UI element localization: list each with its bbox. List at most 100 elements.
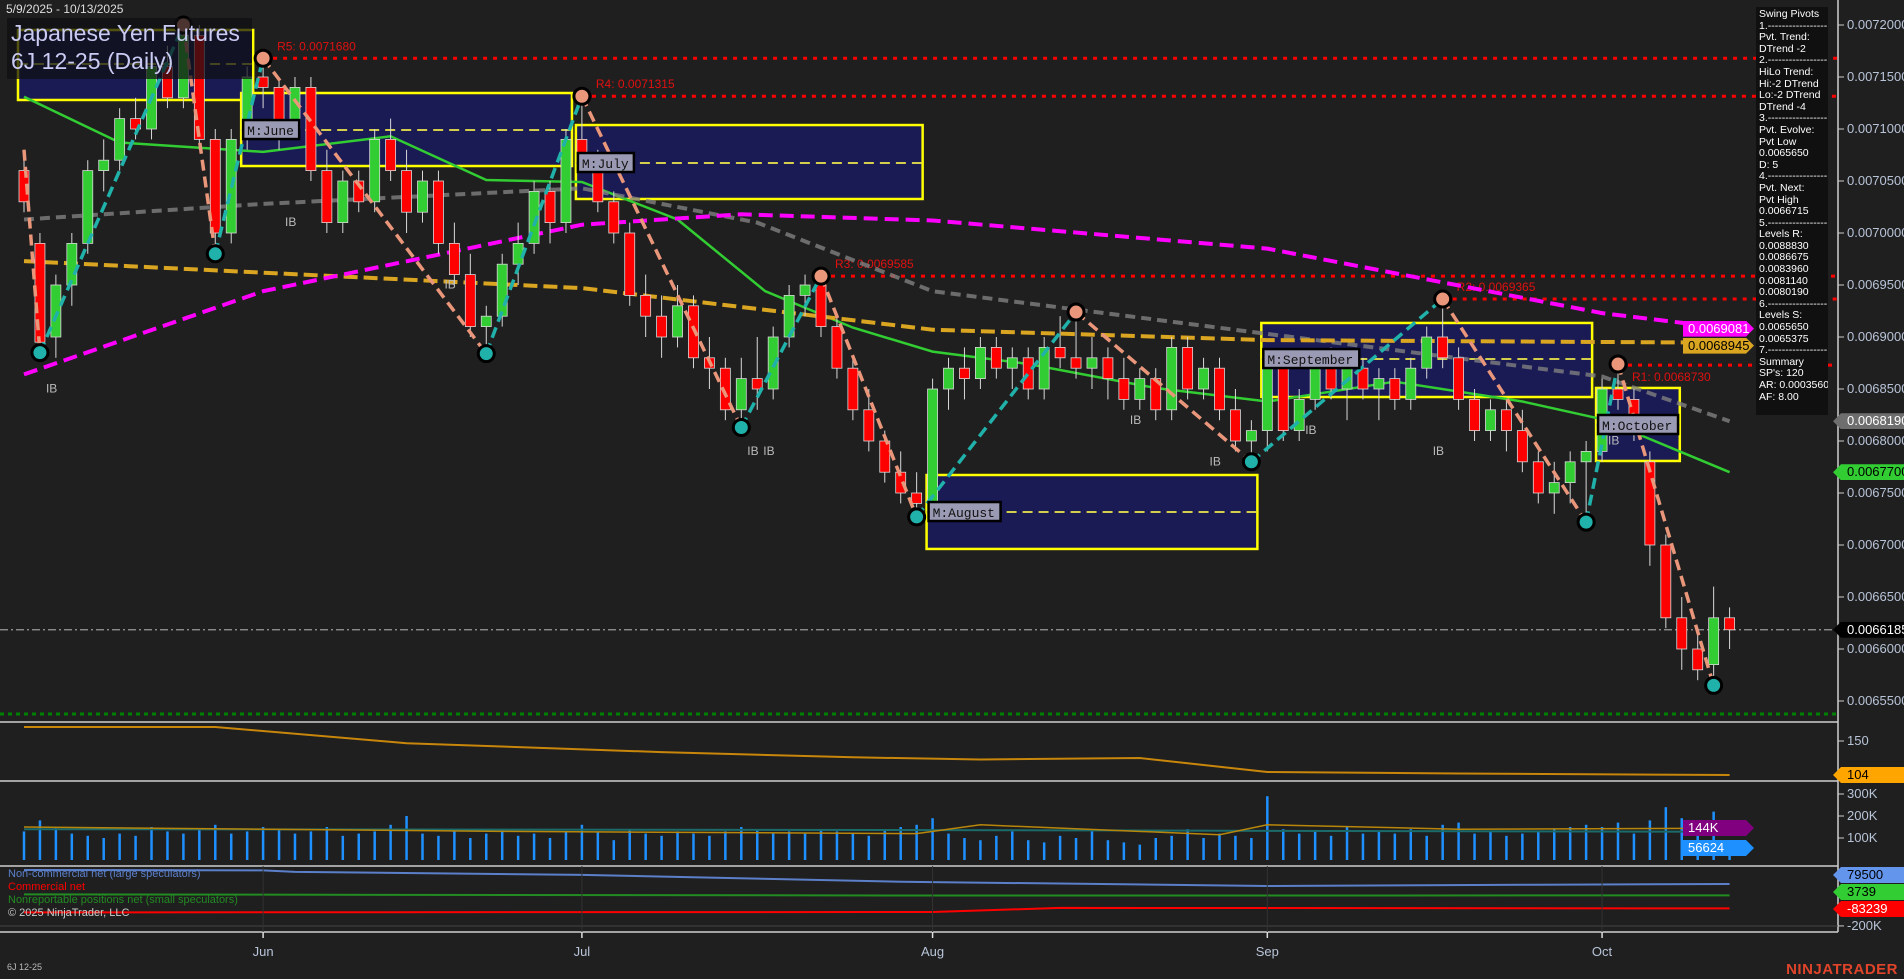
candle-body: [1277, 367, 1289, 432]
candle-body: [1612, 388, 1624, 400]
candle: [1118, 357, 1130, 410]
candle-body: [831, 326, 843, 369]
info-line: DTrend -4: [1759, 100, 1806, 113]
candle-body: [130, 118, 141, 130]
candle-body: [1708, 617, 1720, 665]
swing-up-leg: [38, 24, 186, 354]
candle: [401, 149, 412, 233]
axis-value-tag: 0.0066185: [1833, 621, 1904, 638]
candle-body: [1485, 409, 1496, 431]
y-axis-label: 150: [1847, 733, 1869, 748]
swing-down-leg: [819, 275, 919, 518]
candle-body: [799, 284, 811, 296]
info-line: 0.0088830: [1759, 239, 1809, 252]
y-axis-label: 0.0069500: [1847, 277, 1904, 292]
candle-body: [369, 138, 381, 203]
month-label-bg: [1596, 413, 1680, 436]
candle: [1134, 368, 1146, 410]
candle-body: [1086, 357, 1098, 369]
y-axis-label: 100K: [1847, 830, 1878, 845]
month-label-text: M:June: [247, 124, 294, 139]
candle: [990, 337, 1002, 379]
ib-marker: IB: [763, 444, 774, 458]
candle-body: [863, 409, 875, 442]
y-axis-label: 300K: [1847, 786, 1878, 801]
candle-body: [321, 170, 333, 224]
candle: [751, 337, 763, 410]
candle: [448, 222, 460, 285]
candle: [1277, 357, 1289, 441]
info-line: 0.0083960: [1759, 263, 1809, 276]
info-line: 3.-----------------: [1759, 112, 1828, 125]
candle: [975, 337, 986, 389]
swing-down-leg: [1441, 298, 1588, 524]
chart-title: Japanese Yen Futures: [11, 20, 240, 46]
candle: [464, 253, 476, 337]
swing-high-marker: [1066, 302, 1086, 322]
resistance-label: R3: 0.0069585: [835, 257, 914, 271]
candle-body: [640, 294, 652, 317]
candle: [209, 129, 221, 254]
candle-body: [1469, 398, 1480, 431]
candle-body: [1548, 482, 1560, 494]
swing-low-marker: [731, 417, 751, 437]
swing-high-marker: [1608, 354, 1628, 374]
candle-body: [1532, 461, 1544, 494]
info-line: AR: 0.0003560: [1759, 379, 1828, 391]
swing-high-marker: [572, 86, 592, 106]
swing-low-marker: [30, 343, 50, 363]
month-box-label: M:June: [241, 118, 301, 141]
candle-body: [337, 180, 349, 223]
candle: [1421, 326, 1433, 379]
candle-body: [847, 367, 859, 411]
cot-line: [23, 869, 1730, 888]
candle-body: [1501, 409, 1512, 431]
swing-low-marker: [205, 244, 225, 264]
candle: [767, 326, 779, 400]
candle-body: [1564, 461, 1576, 483]
candle: [943, 357, 954, 410]
x-axis-label: Aug: [921, 944, 945, 959]
candle-body: [1166, 346, 1178, 411]
candle: [1485, 399, 1496, 441]
info-line: SP's: 120: [1759, 367, 1804, 380]
candle: [1086, 337, 1098, 389]
info-line: 5.-----------------: [1759, 216, 1828, 229]
candle: [1198, 357, 1209, 400]
candle: [321, 149, 333, 233]
candle-body: [1516, 430, 1528, 463]
candle: [656, 295, 667, 358]
swing-high-marker: [253, 48, 273, 68]
candle-body: [1325, 367, 1337, 390]
info-line: 0.0065375: [1759, 332, 1809, 345]
candle: [895, 451, 907, 504]
info-line: Swing Pivots: [1759, 8, 1820, 20]
candle-body: [943, 367, 954, 390]
legend-nonreportable: Nonreportable positions net (small specu…: [8, 894, 238, 906]
ib-marker: IB: [1210, 454, 1221, 468]
axis-value-tag: 0.0068945: [1683, 338, 1754, 354]
candle-body: [927, 388, 938, 504]
candle-body: [1054, 346, 1066, 359]
ib-marker: IB: [747, 444, 758, 458]
resistance-label: R4: 0.0071315: [596, 77, 675, 91]
candle-body: [1038, 346, 1050, 390]
candle: [433, 170, 444, 254]
ninjatrader-logo: NINJATRADER: [1786, 961, 1898, 978]
candle: [114, 108, 126, 171]
y-axis-label: 0.0067500: [1847, 485, 1904, 500]
y-axis-label: 0.0068500: [1847, 381, 1904, 396]
info-line: Pvt. Next:: [1759, 181, 1805, 194]
info-line: 0.0086675: [1759, 251, 1809, 264]
candle-body: [1070, 357, 1082, 369]
candle-body: [433, 180, 444, 244]
info-line: Lo:-2 DTrend: [1759, 89, 1821, 102]
info-line: 4.-----------------: [1759, 170, 1828, 183]
candle-body: [417, 180, 428, 213]
info-line: Hi:-2 DTrend: [1759, 77, 1819, 90]
swing-up-leg: [915, 310, 1078, 518]
candle: [369, 129, 381, 213]
info-line: 2.-----------------: [1759, 54, 1828, 67]
copyright: © 2025 NinjaTrader, LLC: [8, 907, 130, 919]
